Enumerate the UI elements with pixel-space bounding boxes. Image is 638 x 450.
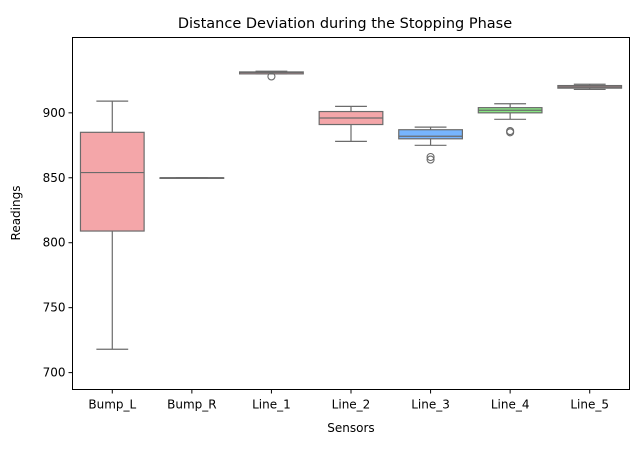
x-tick-label: Bump_R xyxy=(167,398,216,412)
x-tick-label: Line_5 xyxy=(570,398,609,412)
y-axis-label: Readings xyxy=(9,186,23,241)
outlier-point xyxy=(426,152,435,162)
chart-title: Distance Deviation during the Stopping P… xyxy=(178,16,512,32)
box-group-line-2 xyxy=(318,105,384,143)
x-axis-label: Sensors xyxy=(327,421,374,435)
y-tick-label: 800 xyxy=(43,236,66,250)
box-group-line-3 xyxy=(398,126,464,164)
x-tick-label: Line_3 xyxy=(411,398,450,412)
box-iqr xyxy=(398,129,464,140)
box-group-bump-r xyxy=(159,177,225,179)
plot-frame xyxy=(72,37,630,390)
y-tick-label: 700 xyxy=(43,366,66,380)
box-group-bump-l xyxy=(79,100,145,350)
box-group-line-4 xyxy=(477,103,543,137)
x-tick-label: Line_2 xyxy=(332,398,371,412)
plot-area xyxy=(79,70,623,350)
x-tick-label: Bump_L xyxy=(88,398,136,412)
x-axis: Bump_L Bump_R Line_1 Line_2 Line_3 Line_4 Line… xyxy=(88,389,609,412)
x-tick-label: Line_1 xyxy=(252,398,291,412)
y-axis: 700 750 800 850 900 xyxy=(43,106,73,380)
y-tick-label: 750 xyxy=(43,301,66,315)
box-iqr xyxy=(79,131,145,232)
box-group-line-5 xyxy=(557,83,623,91)
y-tick-label: 900 xyxy=(43,106,66,120)
box-group-line-1 xyxy=(239,70,304,81)
y-tick-label: 850 xyxy=(43,171,66,185)
x-tick-label: Line_4 xyxy=(491,398,530,412)
outlier-point xyxy=(267,72,276,81)
outlier-point xyxy=(426,155,435,164)
outlier-point xyxy=(506,128,515,137)
